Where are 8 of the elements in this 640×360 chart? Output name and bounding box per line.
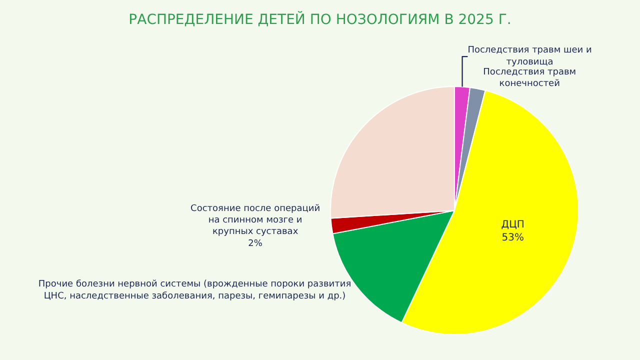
slice-label: Последствия травм шеи и туловища (468, 46, 592, 68)
slice-label: Прочие болезни нервной системы (врожденные пороки развития ЦНС, наследственные заболевания, парезы, гемипарезы и др.) (38, 280, 352, 302)
slice-label: Состояние после операций на спинном мозге и крупных суставах (190, 204, 320, 238)
data-label: 2% (248, 238, 263, 249)
slice-label: Последствия травм конечностей (483, 67, 576, 90)
chart-title: РАСПРЕДЕЛЕНИЕ ДЕТЕЙ ПО НОЗОЛОГИЯМ В 2025 Г. (128, 11, 512, 28)
data-label: 53% (502, 232, 524, 244)
slice-label: ДЦП (501, 220, 524, 230)
